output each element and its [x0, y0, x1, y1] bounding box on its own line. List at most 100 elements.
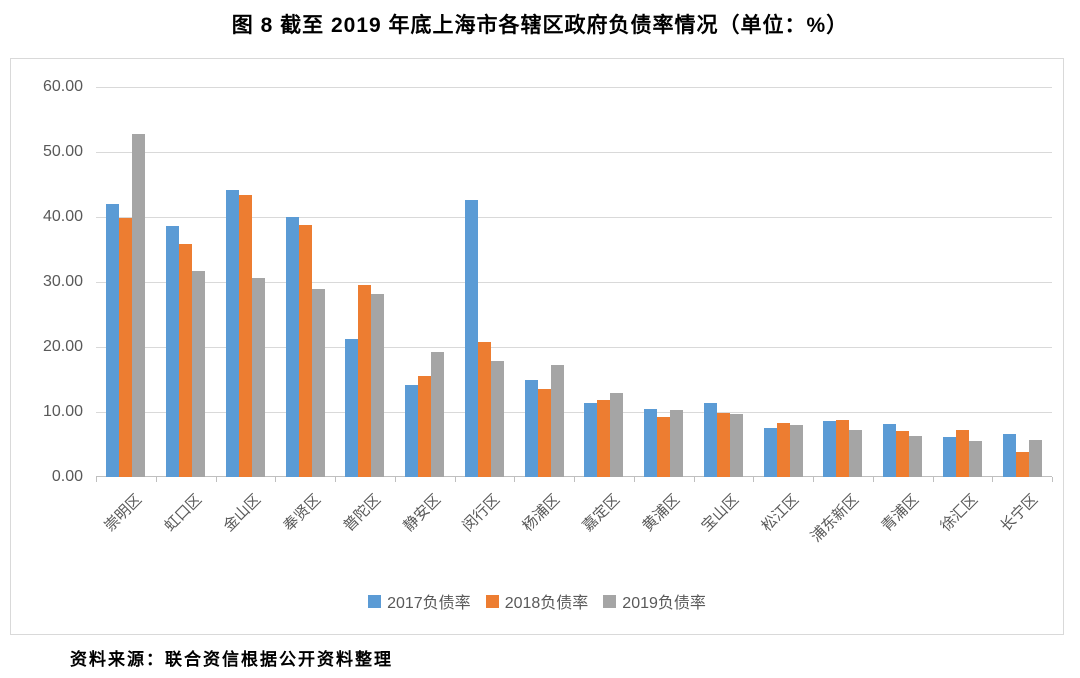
x-axis-tick — [933, 477, 934, 482]
bar-2017负债率-金山区 — [225, 189, 239, 477]
x-axis-tick — [1052, 477, 1053, 482]
bar-2019负债率-松江区 — [789, 425, 803, 477]
bar-2017负债率-宝山区 — [703, 402, 717, 477]
bar-2019负债率-崇明区 — [132, 133, 146, 477]
y-axis-tick-label: 40.00 — [42, 208, 83, 225]
gridline — [96, 152, 1052, 153]
bar-2019负债率-宝山区 — [729, 413, 743, 477]
bar-2017负债率-徐汇区 — [942, 436, 956, 477]
legend-label: 2017负债率 — [387, 595, 471, 612]
bar-2019负债率-普陀区 — [371, 293, 385, 477]
bar-2017负债率-黄浦区 — [644, 409, 658, 477]
bar-2018负债率-普陀区 — [358, 284, 372, 477]
x-axis-category-label: 金山区 — [220, 491, 265, 535]
bar-2019负债率-青浦区 — [909, 436, 923, 477]
bar-2019负债率-长宁区 — [1028, 439, 1042, 477]
bar-2019负债率-嘉定区 — [610, 393, 624, 477]
bar-2018负债率-杨浦区 — [537, 389, 551, 478]
x-axis-category-label: 普陀区 — [340, 491, 385, 535]
legend-item: 2018负债率 — [485, 589, 589, 613]
chart-title: 图 8 截至 2019 年底上海市各辖区政府负债率情况（单位：%） — [231, 14, 849, 37]
bar-2018负债率-嘉定区 — [597, 400, 611, 477]
legend-swatch-2019负债率 — [603, 594, 617, 608]
x-axis-category-label: 奉贤区 — [280, 491, 325, 535]
bar-2017负债率-浦东新区 — [823, 421, 837, 477]
bar-2019负债率-虹口区 — [192, 271, 206, 477]
x-axis-tick — [634, 477, 635, 482]
x-axis-category-label: 静安区 — [399, 491, 444, 535]
bar-2017负债率-崇明区 — [106, 204, 120, 477]
x-axis-tick — [335, 477, 336, 482]
x-axis-category-label: 闵行区 — [459, 491, 504, 535]
x-axis-tick — [992, 477, 993, 482]
x-axis-category-label: 崇明区 — [101, 491, 146, 535]
bar-2019负债率-奉贤区 — [311, 288, 325, 477]
x-axis-tick — [96, 477, 97, 482]
bar-2018负债率-徐汇区 — [955, 430, 969, 477]
x-axis-category-label: 青浦区 — [877, 491, 922, 535]
x-axis-tick — [455, 477, 456, 482]
bar-2018负债率-虹口区 — [179, 244, 193, 477]
bar-2019负债率-金山区 — [251, 278, 265, 477]
legend-label: 2018负债率 — [504, 595, 589, 612]
bar-2019负债率-浦东新区 — [849, 430, 863, 477]
bar-2018负债率-奉贤区 — [298, 224, 312, 477]
x-axis-tick — [156, 477, 157, 482]
x-axis-category-label: 浦东新区 — [807, 491, 863, 546]
gridline — [96, 347, 1052, 348]
bar-2018负债率-静安区 — [418, 375, 432, 477]
x-axis-tick — [275, 477, 276, 482]
gridline — [96, 217, 1052, 218]
legend-swatch-2017负债率 — [368, 594, 382, 608]
x-axis-tick — [813, 477, 814, 482]
x-axis-category-label: 宝山区 — [698, 491, 743, 535]
x-axis-tick — [574, 477, 575, 482]
x-axis-category-label: 杨浦区 — [519, 491, 564, 535]
bar-2017负债率-闵行区 — [464, 200, 478, 477]
bar-2017负债率-奉贤区 — [285, 217, 299, 477]
plot-area — [96, 87, 1053, 482]
bar-2017负债率-松江区 — [763, 427, 777, 477]
x-axis-category-label: 嘉定区 — [579, 491, 624, 535]
bar-2018负债率-金山区 — [238, 194, 252, 477]
y-axis-tick-label: 50.00 — [42, 143, 83, 160]
x-axis-tick — [395, 477, 396, 482]
gridline — [96, 282, 1052, 283]
bar-2019负债率-黄浦区 — [670, 410, 684, 478]
bar-2018负债率-松江区 — [776, 423, 790, 478]
bar-2018负债率-闵行区 — [477, 341, 491, 477]
bar-2017负债率-青浦区 — [883, 424, 897, 477]
x-axis-category-label: 长宁区 — [997, 491, 1042, 535]
bar-2019负债率-闵行区 — [490, 361, 504, 477]
y-axis-tick-label: 60.00 — [42, 78, 83, 95]
bar-2017负债率-嘉定区 — [584, 402, 598, 477]
chart-legend: 2017负债率 2018负债率 2019负债率 — [11, 589, 1063, 613]
x-axis-tick — [514, 477, 515, 482]
bar-2018负债率-崇明区 — [119, 218, 133, 477]
bar-2019负债率-杨浦区 — [550, 365, 564, 477]
y-axis-tick-label: 0.00 — [51, 468, 83, 485]
gridline — [96, 87, 1052, 88]
bar-2017负债率-长宁区 — [1002, 434, 1016, 477]
bar-2018负债率-长宁区 — [1015, 451, 1029, 477]
bar-2017负债率-虹口区 — [166, 226, 180, 477]
y-axis-tick-label: 30.00 — [42, 273, 83, 290]
legend-item: 2017负债率 — [368, 589, 471, 613]
legend-label: 2019负债率 — [622, 595, 706, 612]
x-axis-category-label: 虹口区 — [160, 491, 205, 535]
bar-2019负债率-静安区 — [431, 351, 445, 478]
y-axis-tick-label: 20.00 — [42, 338, 83, 355]
bar-2018负债率-黄浦区 — [657, 416, 671, 478]
x-axis-tick — [753, 477, 754, 482]
bar-2017负债率-静安区 — [405, 385, 419, 477]
legend-swatch-2018负债率 — [485, 594, 499, 608]
x-axis-line — [96, 476, 1052, 477]
x-axis-category-label: 松江区 — [758, 491, 803, 535]
bar-2018负债率-浦东新区 — [836, 420, 850, 477]
x-axis-tick — [694, 477, 695, 482]
bar-2017负债率-杨浦区 — [524, 380, 538, 477]
source-note: 资料来源：联合资信根据公开资料整理 — [70, 650, 393, 669]
x-axis-category-label: 黄浦区 — [638, 491, 683, 535]
bar-2017负债率-普陀区 — [345, 339, 359, 477]
